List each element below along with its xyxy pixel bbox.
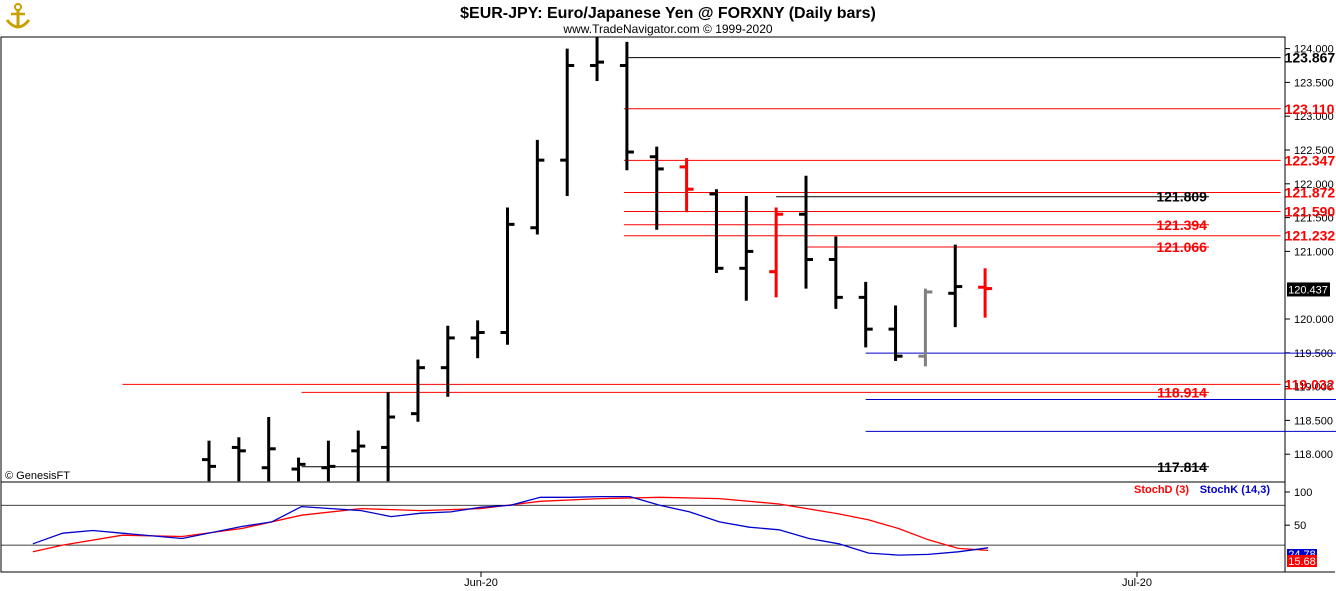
legend-stochk: StochK (14,3) [1200,484,1271,496]
price-axis: 124.000 123.500 123.000 122.500 122.000 121.5… [1285,44,1334,461]
ohlc-bar [321,440,336,482]
ohlc-bar [440,325,455,397]
stoch-tick-label: 100 [1294,487,1312,499]
ohlc-bar [858,281,873,348]
time-tick-label: Jun-20 [464,577,498,589]
price-tick-label: 120.000 [1294,314,1334,326]
ohlc-bar [291,457,306,482]
ohlc-bar [500,207,515,345]
level-label: 122.347 [1285,152,1336,168]
time-axis: Jun-20 Jul-20 [464,572,1152,589]
ohlc-bar [410,359,425,422]
price-bars [202,37,993,482]
ohlc-bar [918,288,933,367]
time-tick-label: Jul-20 [1122,577,1152,589]
ohlc-bar [679,158,694,213]
last-price-label: 120.437 [1288,284,1328,296]
level-label: 121.394 [1156,217,1207,233]
legend-stochd: StochD (3) [1134,484,1189,496]
ohlc-bar [649,146,664,230]
anchor-logo-icon [5,3,31,29]
price-tick-label: 119.000 [1294,382,1333,394]
stoch-tick-label: 50 [1294,520,1306,532]
price-tick-label: 123.000 [1294,111,1334,123]
level-label: 123.867 [1285,50,1336,66]
ohlc-bar [709,189,724,274]
ohlc-bar [888,305,903,361]
level-label: 118.914 [1157,384,1207,400]
last-price-marker: 120.437 [1287,282,1330,297]
stoch-last-values: 24.78 15.68 [1287,549,1317,568]
ohlc-bar [231,437,246,482]
level-label: 121.809 [1156,189,1207,205]
ohlc-bar [619,41,634,171]
price-tick-label: 121.000 [1294,246,1334,258]
price-tick-label: 122.000 [1294,179,1334,191]
ohlc-bar [530,139,545,235]
level-label: 119.032 [1285,376,1335,392]
level-label: 121.066 [1156,239,1207,255]
ohlc-bar [381,392,396,482]
stochk-line [32,495,989,556]
level-label: 121.590 [1285,204,1336,220]
chart-subtitle: www.TradeNavigator.com © 1999-2020 [562,22,772,36]
ohlc-bar [978,268,993,318]
ohlc-bar [948,244,963,328]
price-tick-label: 121.500 [1294,213,1334,225]
stochastic-axis: 100 50 [1,487,1312,546]
level-lines: 123.867 123.110 122.347 121.872 121.809 121.5… [122,50,1336,475]
stochd-line [32,496,989,553]
level-label: 117.814 [1157,459,1207,475]
ohlc-bar [202,440,216,482]
stochastic-panel [0,481,1286,573]
stochastic-lines [32,495,989,556]
price-tick-label: 124.000 [1294,44,1334,56]
price-panel [0,36,1286,483]
ohlc-bar [351,430,366,482]
ohlc-bar [590,37,605,82]
ohlc-bar [560,48,575,196]
ohlc-bar [470,320,485,359]
ohlc-bar [799,175,813,289]
ohlc-bar [739,195,754,301]
price-tick-label: 118.500 [1294,415,1333,427]
price-tick-label: 118.000 [1294,449,1333,461]
level-label: 123.110 [1285,101,1335,117]
chart-title: $EUR-JPY: Euro/Japanese Yen @ FORXNY (Da… [460,5,876,22]
ohlc-bar [769,207,784,298]
stochd-last-value: 15.68 [1288,556,1316,568]
price-tick-label: 119.500 [1294,348,1333,360]
level-label: 121.232 [1285,228,1336,244]
price-tick-label: 122.500 [1294,145,1334,157]
genesis-watermark: © GenesisFT [5,470,70,482]
level-label: 121.872 [1285,184,1336,200]
ohlc-bar [828,236,843,309]
ohlc-bar [261,417,276,482]
price-tick-label: 123.500 [1294,77,1334,89]
